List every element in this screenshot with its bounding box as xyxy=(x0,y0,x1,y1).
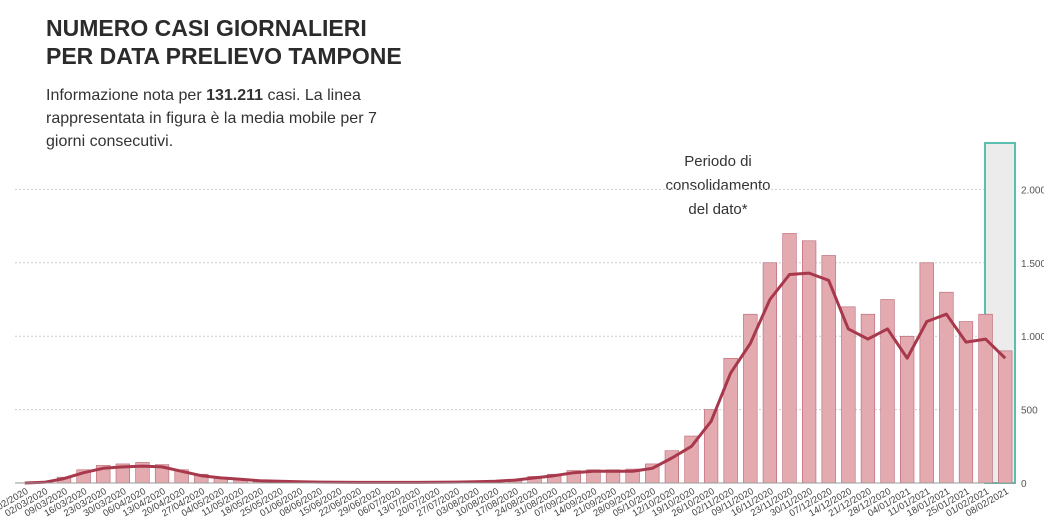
subtitle: rappresentata in figura è la media mobil… xyxy=(46,110,377,127)
subtitle-number: 131.211 xyxy=(206,87,263,104)
bar xyxy=(743,313,758,484)
bar xyxy=(880,299,895,484)
annotation: Periodo di xyxy=(684,153,752,170)
y-tick-label: 1.000 xyxy=(1021,332,1044,343)
bar xyxy=(958,321,974,484)
subtitle: Informazione nota per 131.211 casi. La l… xyxy=(46,87,361,104)
moving-average-line xyxy=(24,271,1007,485)
bar xyxy=(762,262,778,484)
chart-title: NUMERO CASI GIORNALIERI xyxy=(46,15,367,41)
annotation: consolidamento xyxy=(665,177,770,194)
plot: 05001.0001.5002.00024/02/202002/03/20200… xyxy=(0,142,1044,519)
annotation: del dato* xyxy=(688,201,747,218)
bar xyxy=(841,306,856,484)
y-tick-label: 0 xyxy=(1021,479,1027,490)
bar xyxy=(919,262,934,484)
y-tick-label: 1.500 xyxy=(1021,259,1044,270)
y-tick-label: 2.000 xyxy=(1021,185,1044,196)
subtitle-text: Informazione nota per xyxy=(46,87,202,104)
y-tick-label: 500 xyxy=(1021,406,1038,417)
bar xyxy=(802,240,817,484)
bar xyxy=(684,435,699,484)
bar xyxy=(782,233,797,484)
subtitle: giorni consecutivi. xyxy=(46,133,173,150)
bar xyxy=(998,350,1013,484)
subtitle-text: casi. La linea xyxy=(268,87,361,104)
chart-title: PER DATA PRELIEVO TAMPONE xyxy=(46,43,402,69)
bar xyxy=(723,357,738,484)
